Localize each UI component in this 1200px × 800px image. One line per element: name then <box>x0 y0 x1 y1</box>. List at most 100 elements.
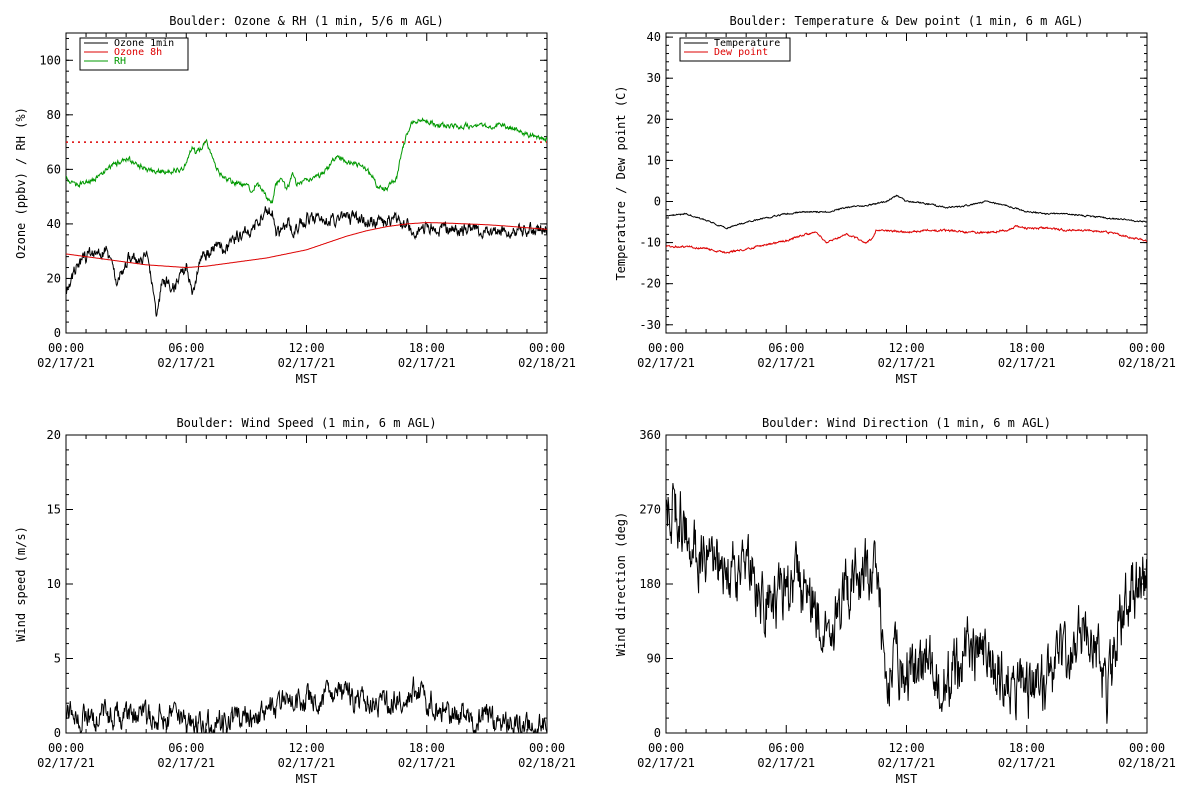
chart-title: Boulder: Wind Direction (1 min, 6 m AGL) <box>762 416 1051 430</box>
ozone-1min-line <box>66 206 547 317</box>
x-tick-label: 00:00 <box>529 341 565 355</box>
plot-area <box>666 194 1147 254</box>
plot-frame <box>665 32 1148 334</box>
x-tick-date-label: 02/17/21 <box>878 356 936 370</box>
y-tick-label: -10 <box>639 236 661 250</box>
y-tick-label: 360 <box>639 428 661 442</box>
x-axis-label: MST <box>896 372 918 386</box>
y-tick-label: 20 <box>47 271 61 285</box>
x-tick-label: 00:00 <box>648 741 684 755</box>
x-tick-date-label: 02/17/21 <box>398 356 456 370</box>
x-tick-label: 00:00 <box>48 741 84 755</box>
x-tick-label: 18:00 <box>1009 741 1045 755</box>
plot-area <box>66 676 547 733</box>
x-tick-label: 06:00 <box>168 741 204 755</box>
x-tick-label: 00:00 <box>529 741 565 755</box>
y-tick-label: 90 <box>647 652 661 666</box>
y-tick-label: 30 <box>647 71 661 85</box>
x-tick-label: 12:00 <box>888 341 924 355</box>
x-axis-label: MST <box>296 372 318 386</box>
y-tick-label: 270 <box>639 503 661 517</box>
chart-3: Boulder: Wind Speed (1 min, 6 m AGL) 0 5 10… <box>14 416 576 786</box>
dew-point-line <box>666 224 1147 254</box>
y-tick-label: 0 <box>654 194 661 208</box>
legend-label: Dew point <box>714 47 768 58</box>
x-tick-label: 12:00 <box>288 741 324 755</box>
y-axis-label: Wind speed (m/s) <box>14 526 28 642</box>
plot-area <box>66 117 547 317</box>
x-tick-date-label: 02/18/21 <box>518 356 576 370</box>
x-tick-date-label: 02/17/21 <box>637 356 695 370</box>
chart-4: Boulder: Wind Direction (1 min, 6 m AGL)… <box>614 416 1176 786</box>
x-tick-label: 06:00 <box>768 741 804 755</box>
x-tick-date-label: 02/17/21 <box>398 756 456 770</box>
x-tick-label: 00:00 <box>1129 741 1165 755</box>
chart-2: Boulder: Temperature & Dew point (1 min,… <box>614 14 1176 386</box>
series-line <box>666 483 1147 724</box>
x-tick-label: 18:00 <box>409 341 445 355</box>
series-line <box>66 676 547 733</box>
y-tick-label: 5 <box>54 652 61 666</box>
x-tick-date-label: 02/17/21 <box>878 756 936 770</box>
x-tick-date-label: 02/17/21 <box>37 756 95 770</box>
x-tick-date-label: 02/17/21 <box>757 756 815 770</box>
x-tick-label: 06:00 <box>768 341 804 355</box>
x-tick-date-label: 02/17/21 <box>757 356 815 370</box>
x-tick-date-label: 02/18/21 <box>1118 756 1176 770</box>
x-tick-date-label: 02/18/21 <box>1118 356 1176 370</box>
y-tick-label: 60 <box>47 162 61 176</box>
y-tick-label: 100 <box>39 53 61 67</box>
x-tick-date-label: 02/17/21 <box>37 356 95 370</box>
legend-box <box>679 37 791 62</box>
y-tick-label: 40 <box>47 217 61 231</box>
x-tick-date-label: 02/17/21 <box>157 756 215 770</box>
y-axis-label: Temperature / Dew point (C) <box>614 85 628 280</box>
y-tick-label: 0 <box>654 726 661 740</box>
y-tick-label: 180 <box>639 577 661 591</box>
x-axis-label: MST <box>296 772 318 786</box>
y-tick-label: 10 <box>647 153 661 167</box>
y-tick-label: 20 <box>647 112 661 126</box>
chart-title: Boulder: Temperature & Dew point (1 min,… <box>729 14 1083 28</box>
x-tick-label: 12:00 <box>888 741 924 755</box>
y-tick-label: 0 <box>54 726 61 740</box>
x-axis-label: MST <box>896 772 918 786</box>
chart-1: Boulder: Ozone & RH (1 min, 5/6 m AGL)02… <box>14 14 576 386</box>
y-tick-label: 20 <box>47 428 61 442</box>
legend-label: Temperature <box>714 38 780 49</box>
x-tick-date-label: 02/17/21 <box>998 356 1056 370</box>
x-tick-label: 00:00 <box>648 341 684 355</box>
y-tick-label: 0 <box>54 326 61 340</box>
rh-line <box>66 117 547 204</box>
x-tick-date-label: 02/17/21 <box>278 356 336 370</box>
x-tick-label: 18:00 <box>409 741 445 755</box>
x-tick-label: 18:00 <box>1009 341 1045 355</box>
chart-title: Boulder: Ozone & RH (1 min, 5/6 m AGL) <box>169 14 444 28</box>
y-tick-label: 10 <box>47 577 61 591</box>
y-axis-label: Wind direction (deg) <box>614 512 628 657</box>
y-tick-label: 15 <box>47 503 61 517</box>
x-tick-date-label: 02/17/21 <box>157 356 215 370</box>
x-tick-date-label: 02/18/21 <box>518 756 576 770</box>
plot-frame <box>665 434 1148 734</box>
x-tick-label: 06:00 <box>168 341 204 355</box>
x-tick-label: 12:00 <box>288 341 324 355</box>
ozone-8h-line <box>66 221 547 268</box>
y-tick-label: 80 <box>47 108 61 122</box>
y-tick-label: 40 <box>647 30 661 44</box>
x-tick-label: 00:00 <box>1129 341 1165 355</box>
x-tick-label: 00:00 <box>48 341 84 355</box>
x-tick-date-label: 02/17/21 <box>278 756 336 770</box>
plot-area <box>666 483 1147 724</box>
legend-label: Ozone 1min <box>114 38 174 49</box>
y-axis-label: Ozone (ppbv) / RH (%) <box>14 107 28 259</box>
plot-frame <box>65 32 548 334</box>
y-tick-label: -20 <box>639 277 661 291</box>
legend-label: Ozone 8h <box>114 47 162 58</box>
chart-title: Boulder: Wind Speed (1 min, 6 m AGL) <box>176 416 436 430</box>
x-tick-date-label: 02/17/21 <box>637 756 695 770</box>
